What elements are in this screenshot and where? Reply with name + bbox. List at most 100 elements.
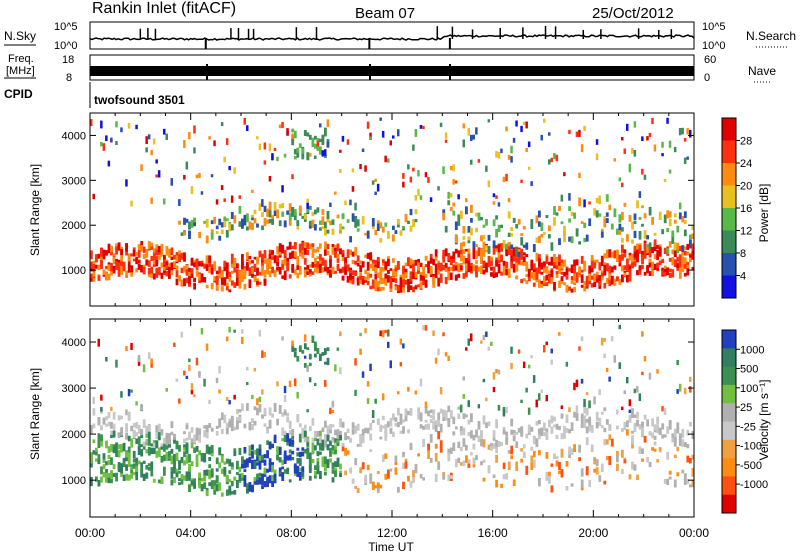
- heatmap-cell: [376, 482, 380, 489]
- heatmap-cell: [200, 328, 204, 335]
- heatmap-cell: [678, 267, 682, 273]
- heatmap-cell: [253, 218, 257, 224]
- heatmap-cell: [157, 423, 161, 433]
- heatmap-cell: [140, 268, 144, 272]
- heatmap-cell: [256, 462, 259, 466]
- heatmap-cell: [339, 473, 342, 478]
- heatmap-cell: [376, 471, 380, 474]
- heatmap-cell: [193, 394, 196, 398]
- heatmap-cell: [570, 483, 574, 487]
- heatmap-cell: [210, 220, 214, 225]
- heatmap-cell: [683, 257, 687, 267]
- heatmap-cell: [419, 272, 423, 275]
- heatmap-cell: [495, 245, 498, 249]
- heatmap-cell: [381, 425, 385, 429]
- heatmap-cell: [271, 215, 274, 219]
- heatmap-cell: [467, 459, 471, 468]
- heatmap-cell: [580, 269, 584, 273]
- heatmap-cell: [482, 477, 486, 482]
- heatmap-cell: [366, 464, 370, 471]
- heatmap-cell: [331, 424, 335, 428]
- heatmap-cell: [354, 425, 358, 434]
- heatmap-cell: [595, 467, 599, 475]
- heatmap-cell: [600, 337, 604, 346]
- heatmap-cell: [165, 265, 169, 269]
- heatmap-cell: [631, 221, 634, 230]
- heatmap-cell: [200, 487, 204, 492]
- heatmap-cell: [288, 380, 292, 388]
- heatmap-cell: [394, 286, 398, 291]
- heatmap-cell: [311, 437, 315, 443]
- xtick-label: 16:00: [478, 526, 508, 540]
- heatmap-cell: [419, 424, 423, 429]
- heatmap-cell: [683, 272, 687, 277]
- heatmap-cell: [565, 268, 569, 276]
- heatmap-cell: [253, 256, 257, 260]
- heatmap-cell: [173, 254, 176, 260]
- heatmap-cell: [631, 147, 634, 154]
- heatmap-cell: [188, 471, 191, 481]
- heatmap-cell: [130, 200, 133, 207]
- heatmap-cell: [595, 197, 599, 204]
- heatmap-cell: [527, 364, 531, 369]
- heatmap-cell: [268, 407, 272, 416]
- heatmap-cell: [253, 450, 257, 455]
- heatmap-cell: [605, 263, 609, 271]
- heatmap-cell: [676, 426, 680, 434]
- heatmap-cell: [225, 458, 229, 464]
- heatmap-cell: [623, 148, 626, 154]
- heatmap-cell: [210, 480, 214, 490]
- heatmap-cell: [200, 452, 204, 459]
- heatmap-cell: [261, 258, 264, 264]
- heatmap-cell: [548, 132, 551, 136]
- heatmap-cell: [183, 140, 186, 148]
- heatmap-cell: [321, 150, 324, 157]
- heatmap-cell: [314, 135, 317, 140]
- heatmap-cell: [336, 243, 340, 252]
- heatmap-cell: [555, 456, 559, 460]
- heatmap-cell: [258, 143, 262, 150]
- heatmap-cell: [676, 360, 679, 366]
- heatmap-cell: [643, 271, 647, 276]
- heatmap-cell: [371, 263, 375, 271]
- heatmap-cell: [326, 243, 330, 250]
- heatmap-cell: [387, 469, 390, 479]
- heatmap-cell: [495, 454, 498, 463]
- heatmap-cell: [540, 282, 544, 288]
- heatmap-cell: [492, 268, 496, 278]
- heatmap-cell: [193, 125, 196, 134]
- heatmap-cell: [507, 461, 511, 471]
- heatmap-cell: [263, 250, 267, 259]
- heatmap-cell: [314, 445, 317, 451]
- heatmap-cell: [152, 478, 156, 483]
- heatmap-cell: [477, 159, 481, 163]
- heatmap-cell: [429, 414, 433, 418]
- heatmap-cell: [666, 426, 670, 434]
- heatmap-cell: [414, 390, 418, 395]
- heatmap-cell: [583, 264, 587, 272]
- heatmap-cell: [246, 403, 249, 411]
- heatmap-cell: [686, 267, 690, 276]
- heatmap-cell: [311, 219, 315, 228]
- heatmap-cell: [361, 462, 365, 470]
- heatmap-cell: [208, 457, 212, 461]
- heatmap-cell: [203, 220, 207, 224]
- heatmap-cell: [324, 471, 327, 476]
- heatmap-cell: [183, 370, 186, 376]
- heatmap-cell: [354, 219, 358, 228]
- heatmap-cell: [334, 438, 337, 446]
- heatmap-cell: [100, 425, 103, 431]
- heatmap-cell: [256, 268, 259, 276]
- heatmap-cell: [135, 267, 139, 273]
- heatmap-cell: [515, 224, 519, 229]
- heatmap-cell: [346, 428, 350, 433]
- heatmap-cell: [535, 438, 539, 448]
- heatmap-cell: [205, 490, 209, 497]
- heatmap-cell: [228, 420, 232, 428]
- heatmap-cell: [165, 451, 169, 461]
- heatmap-cell: [678, 383, 682, 392]
- heatmap-cell: [203, 425, 207, 429]
- heatmap-cell: [185, 161, 189, 170]
- heatmap-cell: [485, 165, 488, 172]
- heatmap-cell: [646, 136, 649, 141]
